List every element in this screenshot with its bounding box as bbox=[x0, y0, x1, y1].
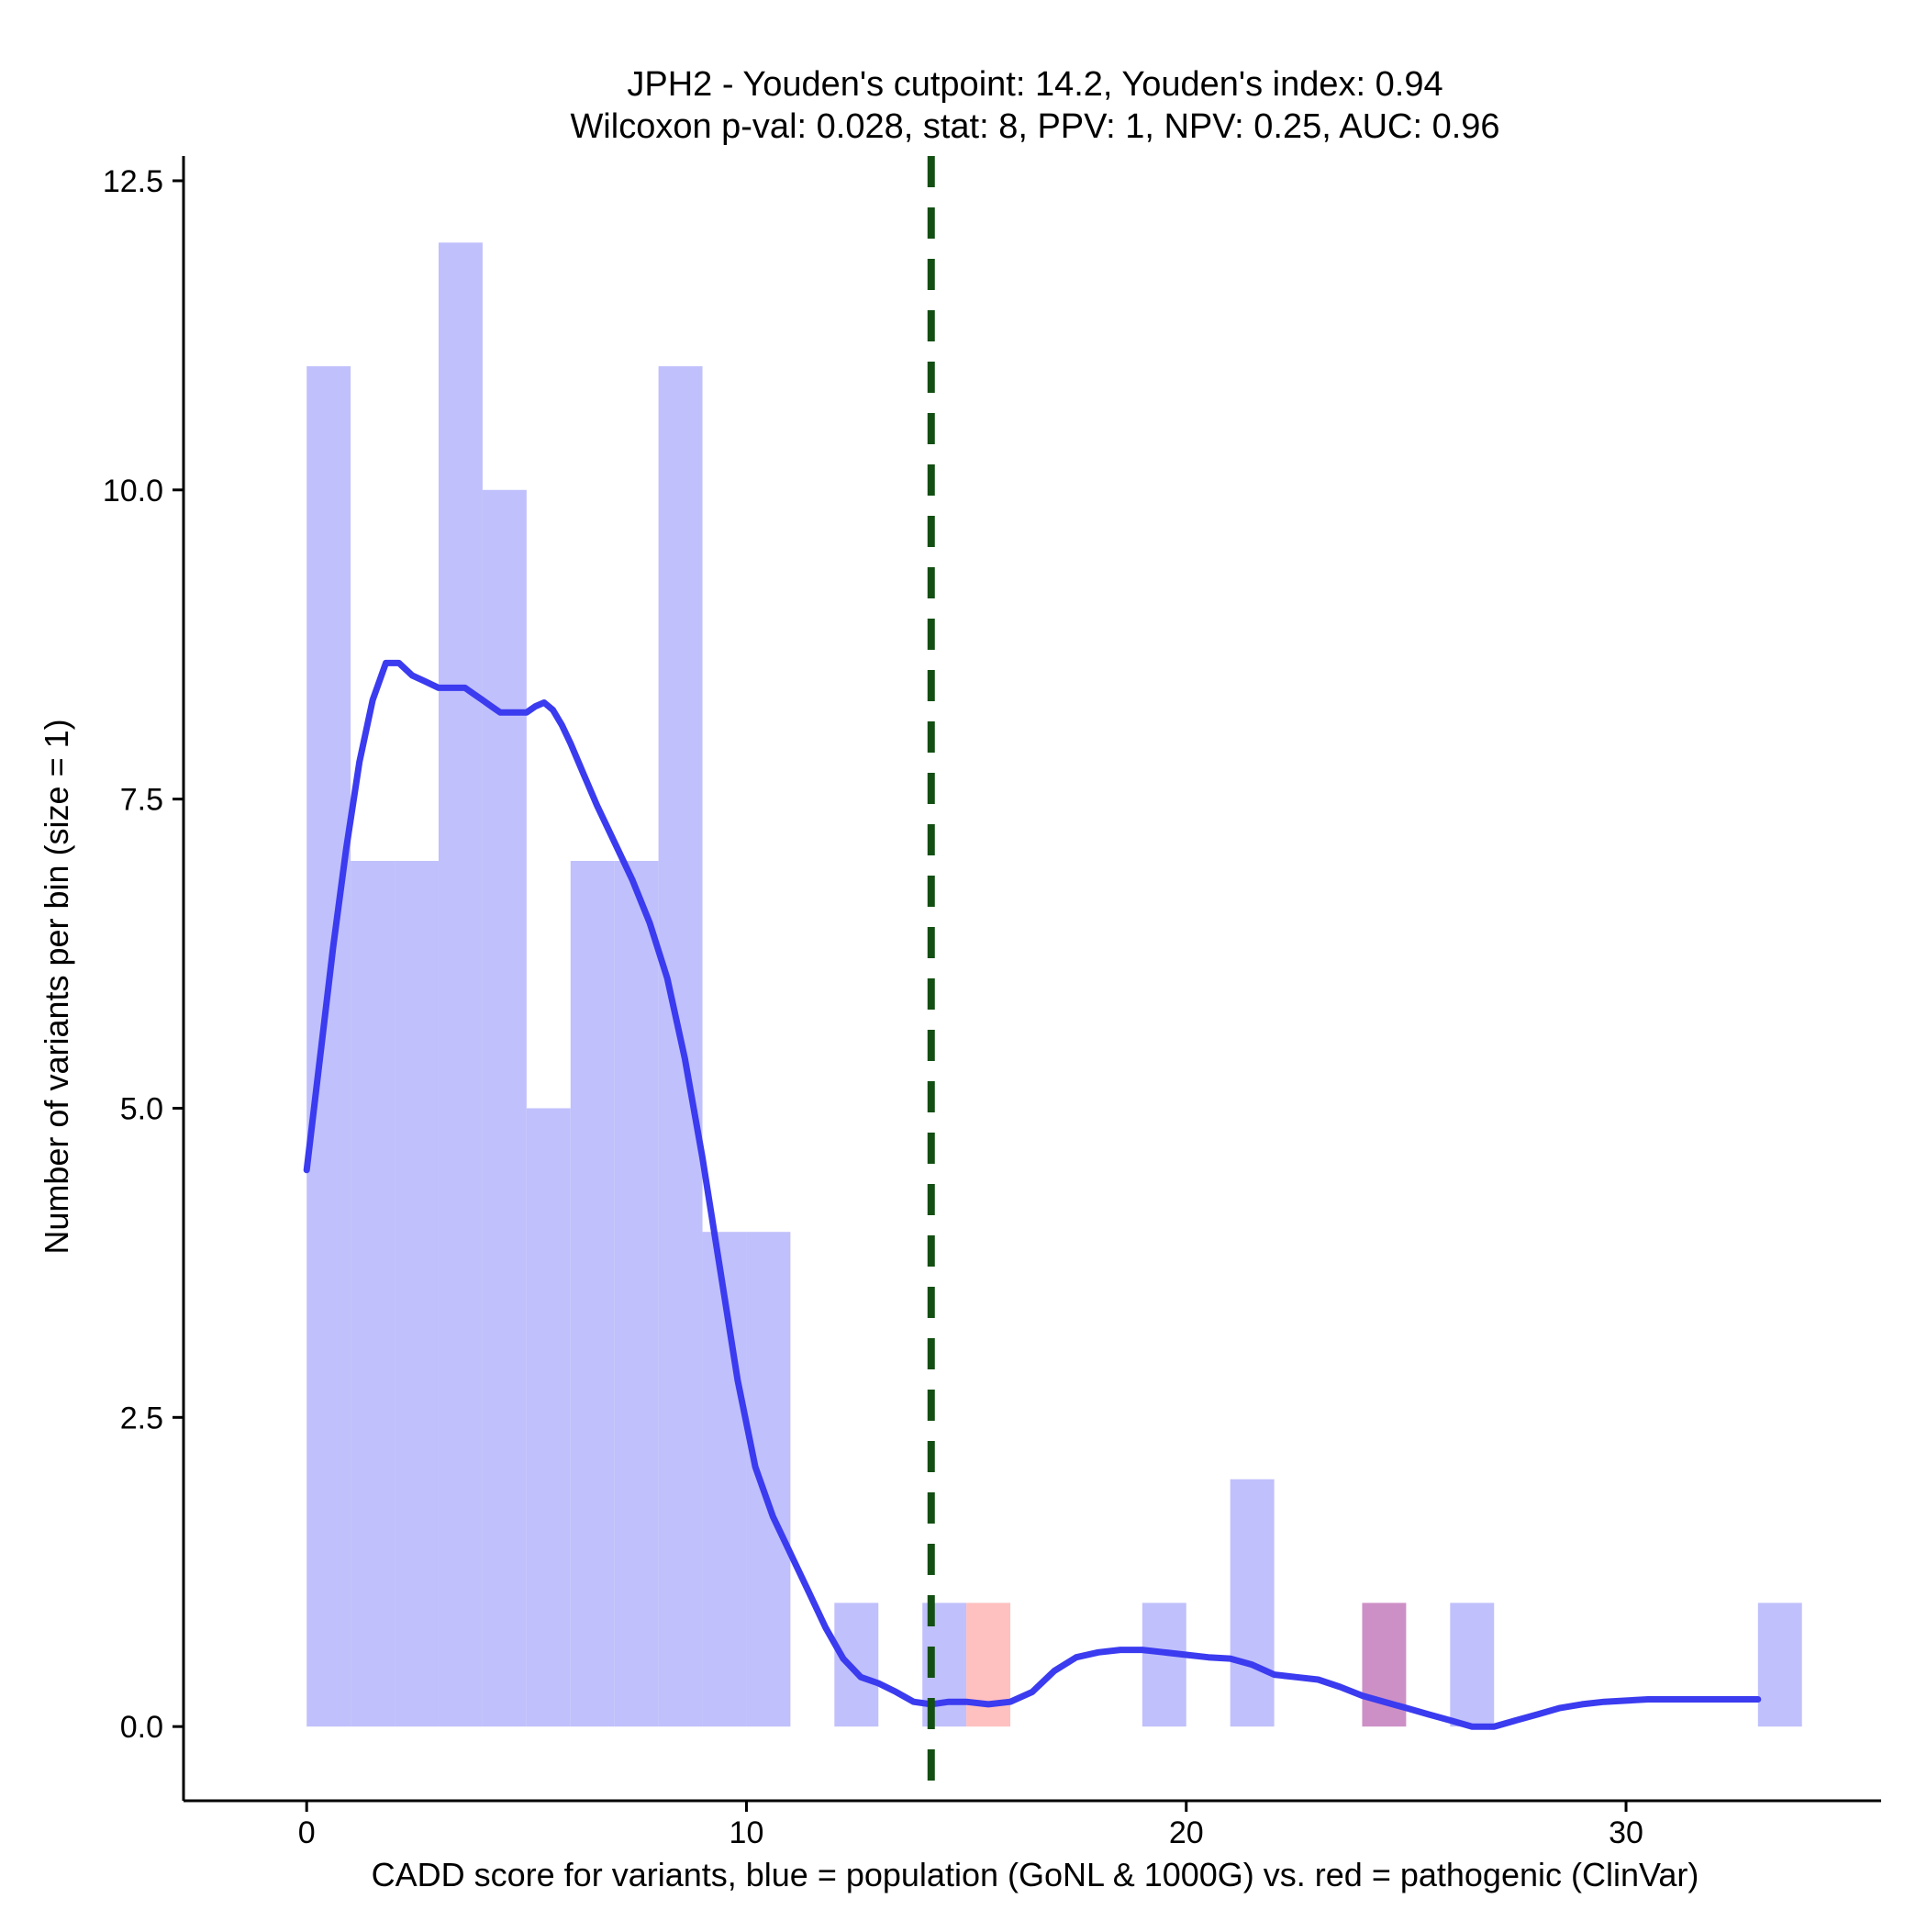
population-bar-0 bbox=[306, 366, 351, 1727]
population-bar-2 bbox=[395, 861, 439, 1727]
y-tick-label-2: 5.0 bbox=[120, 1091, 163, 1126]
population-bar-1 bbox=[351, 861, 395, 1727]
x-tick-label-1: 10 bbox=[730, 1815, 764, 1850]
chart-subtitle: Wilcoxon p-val: 0.028, stat: 8, PPV: 1, … bbox=[570, 107, 1499, 146]
x-tick-label-3: 30 bbox=[1609, 1815, 1643, 1850]
y-axis-label: Number of variants per bin (size = 1) bbox=[38, 719, 75, 1254]
y-tick-label-4: 10.0 bbox=[103, 474, 163, 508]
population-bar-3 bbox=[438, 242, 483, 1727]
bars-layer bbox=[306, 242, 1802, 1727]
density-curve bbox=[303, 659, 1762, 1730]
x-tick-label-0: 0 bbox=[298, 1815, 316, 1850]
chart-title: JPH2 - Youden's cutpoint: 14.2, Youden's… bbox=[627, 65, 1442, 104]
population-bar-4 bbox=[482, 489, 527, 1727]
x-tick-label-2: 20 bbox=[1169, 1815, 1204, 1850]
y-tick-label-1: 2.5 bbox=[120, 1401, 163, 1435]
density-layer bbox=[303, 659, 1762, 1730]
population-bar-10 bbox=[746, 1232, 791, 1727]
population-bar-11 bbox=[834, 1603, 879, 1727]
population-bar-13 bbox=[1142, 1603, 1186, 1727]
population-bar-7 bbox=[614, 861, 659, 1727]
pathogenic-bar-0 bbox=[966, 1603, 1011, 1727]
y-tick-label-5: 12.5 bbox=[103, 164, 163, 199]
population-bar-16 bbox=[1450, 1603, 1495, 1727]
axes-layer: 0 10 20 30 0.0 2.5 5.0 7.5 10.0 12.5 bbox=[103, 156, 1881, 1850]
population-bar-14 bbox=[1230, 1479, 1275, 1727]
y-tick-label-0: 0.0 bbox=[120, 1710, 163, 1745]
x-axis-label: CADD score for variants, blue = populati… bbox=[372, 1856, 1699, 1893]
population-bar-5 bbox=[526, 1108, 571, 1727]
population-bar-6 bbox=[570, 861, 615, 1727]
population-bar-17 bbox=[1757, 1603, 1802, 1727]
y-tick-label-3: 7.5 bbox=[120, 783, 163, 818]
